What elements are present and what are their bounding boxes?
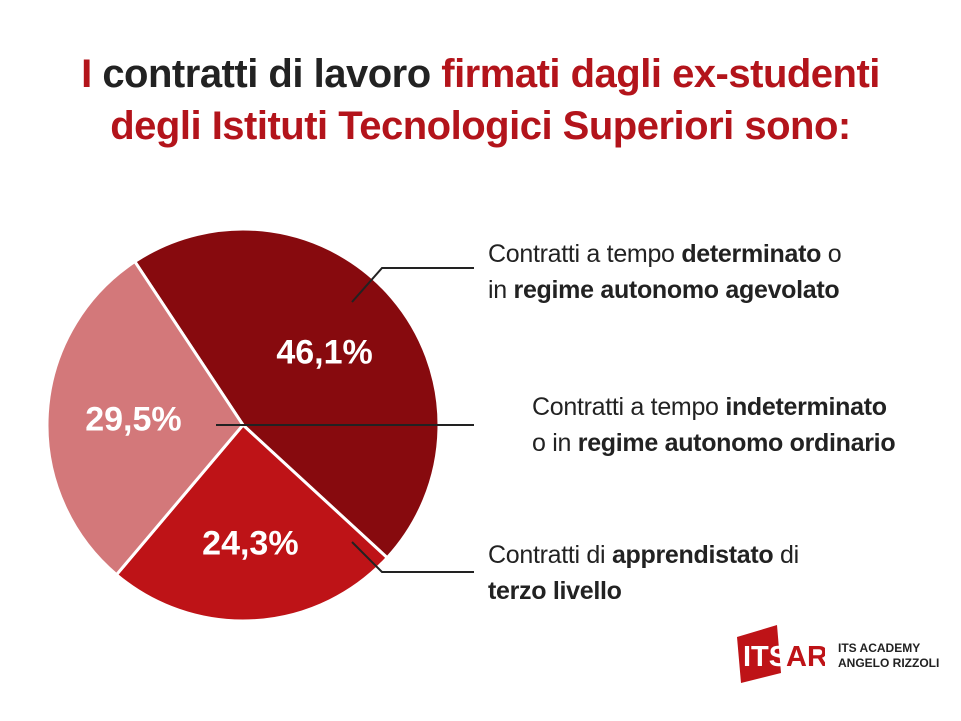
legend-line: in regime autonomo agevolato bbox=[488, 276, 840, 304]
logo-caption-line2: ANGELO RIZZOLI bbox=[838, 656, 940, 670]
legend-item-apprendistato: Contratti di apprendistato di terzo live… bbox=[488, 537, 799, 609]
slice-determinato bbox=[133, 227, 441, 560]
slice-value-label: 46,1% bbox=[276, 333, 372, 371]
title-word-i: I bbox=[81, 52, 92, 96]
title-line-2: degli Istituti Tecnologici Superiori son… bbox=[110, 104, 851, 148]
logo-mark-ar: AR bbox=[786, 641, 825, 673]
legend-item-determinato: Contratti a tempo determinato o in regim… bbox=[488, 236, 842, 308]
title-line-1: I contratti di lavoro firmati dagli ex-s… bbox=[0, 48, 961, 100]
legend-item-indeterminato: Contratti a tempo indeterminato o in reg… bbox=[532, 389, 896, 461]
leader-lines bbox=[216, 267, 474, 573]
slice-value-label: 29,5% bbox=[85, 401, 181, 439]
leader-line-determinato bbox=[351, 267, 474, 303]
legend-line: Contratti di apprendistato di bbox=[488, 541, 799, 569]
pie-slices bbox=[45, 227, 441, 623]
slice-indeterminato bbox=[45, 260, 245, 577]
legend-line: Contratti a tempo indeterminato bbox=[532, 393, 887, 421]
chart-title: I contratti di lavoro firmati dagli ex-s… bbox=[0, 48, 961, 152]
legend-line: terzo livello bbox=[488, 577, 622, 605]
title-dark-phrase: contratti di lavoro bbox=[102, 52, 431, 96]
itsar-logo: ITS AR bbox=[737, 625, 825, 683]
logo-shape bbox=[737, 625, 781, 683]
title-red-phrase: firmati dagli ex-studenti bbox=[441, 52, 880, 96]
logo-caption: ITS ACADEMY ANGELO RIZZOLI bbox=[838, 641, 939, 671]
logo-mark-its: ITS bbox=[743, 641, 788, 673]
leader-line-apprendistato bbox=[351, 541, 474, 573]
slice-apprendistato bbox=[115, 423, 389, 623]
legend-line: o in regime autonomo ordinario bbox=[532, 429, 896, 457]
slice-labels: 46,1% 24,3% 29,5% bbox=[85, 333, 373, 562]
legend-line: Contratti a tempo determinato o bbox=[488, 240, 842, 268]
slice-value-label: 24,3% bbox=[202, 524, 298, 562]
logo-caption-line1: ITS ACADEMY bbox=[838, 641, 921, 655]
